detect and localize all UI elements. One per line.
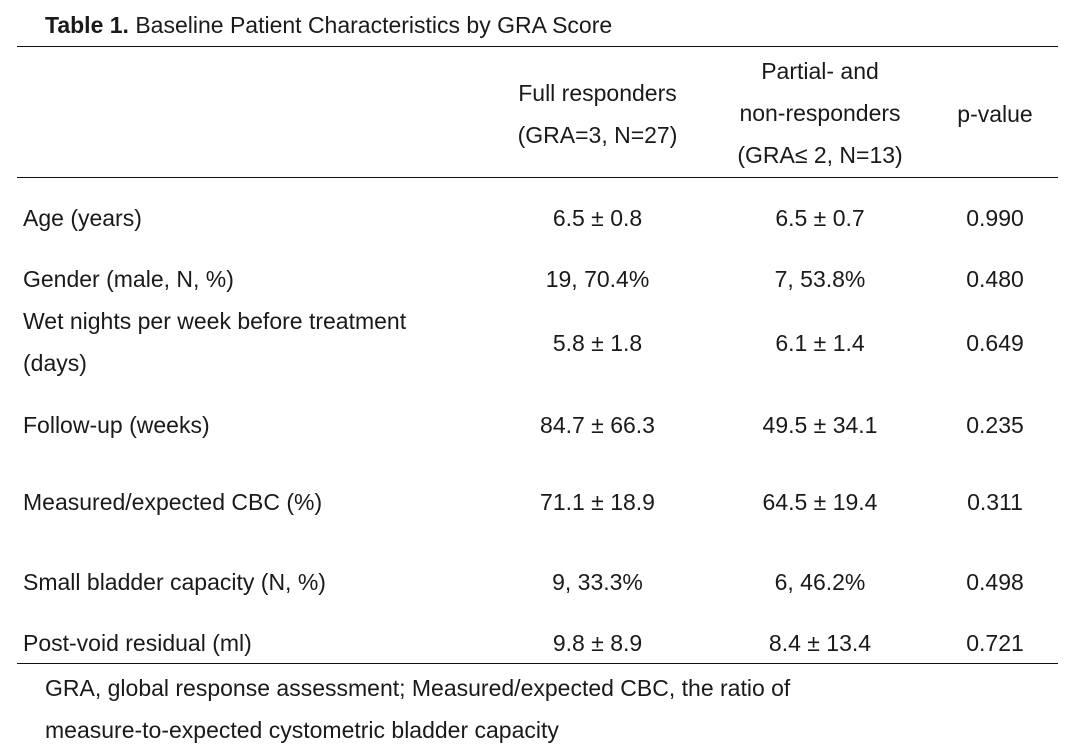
row-gender-partial: 7, 53.8% xyxy=(774,266,866,292)
row-small-bladder-partial: 6, 46.2% xyxy=(774,569,866,595)
header-partial-line3: (GRA≤ 2, N=13) xyxy=(737,142,903,168)
row-wet-nights-p: 0.649 xyxy=(966,330,1024,356)
row-gender-p: 0.480 xyxy=(966,266,1024,292)
row-wet-nights-label-line1: Wet nights per week before treatment xyxy=(23,308,407,334)
row-gender-label: Gender (male, N, %) xyxy=(23,266,234,292)
header-partial-line1: Partial- and xyxy=(761,58,879,84)
header-full-line1: Full responders xyxy=(518,80,677,106)
header-p-value: p-value xyxy=(957,101,1033,127)
row-wet-nights-full: 5.8 ± 1.8 xyxy=(552,330,643,356)
header-partial-responders: Partial- and non-responders (GRA≤ 2, N=1… xyxy=(725,50,915,176)
row-cbc-label: Measured/expected CBC (%) xyxy=(23,489,323,515)
footnote-line2: measure-to-expected cystometric bladder … xyxy=(45,717,559,743)
row-post-void-partial: 8.4 ± 13.4 xyxy=(768,630,872,656)
row-age-label: Age (years) xyxy=(23,205,142,231)
top-rule xyxy=(17,46,1058,47)
table-footnote: GRA, global response assessment; Measure… xyxy=(45,667,790,751)
caption-text: Baseline Patient Characteristics by GRA … xyxy=(135,12,613,38)
row-cbc-p: 0.311 xyxy=(967,489,1023,515)
header-partial-line2: non-responders xyxy=(739,100,901,126)
row-cbc-full: 71.1 ± 18.9 xyxy=(540,489,655,515)
row-wet-nights-label-line2: (days) xyxy=(23,350,87,376)
row-post-void-full: 9.8 ± 8.9 xyxy=(552,630,643,656)
row-follow-up-label: Follow-up (weeks) xyxy=(23,412,210,438)
table-caption: Table 1. Baseline Patient Characteristic… xyxy=(45,12,612,39)
row-small-bladder-label: Small bladder capacity (N, %) xyxy=(23,569,326,595)
row-wet-nights-label: Wet nights per week before treatment (da… xyxy=(23,300,406,384)
row-age-full: 6.5 ± 0.8 xyxy=(552,205,643,231)
row-small-bladder-p: 0.498 xyxy=(966,569,1024,595)
row-cbc-partial: 64.5 ± 19.4 xyxy=(762,489,878,515)
row-gender-full: 19, 70.4% xyxy=(545,266,650,292)
header-full-responders: Full responders (GRA=3, N=27) xyxy=(510,72,685,156)
row-post-void-p: 0.721 xyxy=(966,630,1024,656)
header-rule xyxy=(17,177,1058,178)
row-small-bladder-full: 9, 33.3% xyxy=(552,569,643,595)
row-follow-up-full: 84.7 ± 66.3 xyxy=(540,412,655,438)
caption-label: Table 1. xyxy=(45,12,129,38)
row-follow-up-p: 0.235 xyxy=(966,412,1024,438)
header-full-line2: (GRA=3, N=27) xyxy=(517,122,678,148)
bottom-rule xyxy=(17,663,1058,664)
row-age-partial: 6.5 ± 0.7 xyxy=(775,205,865,231)
footnote-line1: GRA, global response assessment; Measure… xyxy=(45,675,791,701)
row-wet-nights-partial: 6.1 ± 1.4 xyxy=(775,330,865,356)
row-follow-up-partial: 49.5 ± 34.1 xyxy=(762,412,878,438)
row-post-void-label: Post-void residual (ml) xyxy=(23,630,252,656)
row-age-p: 0.990 xyxy=(966,205,1024,231)
